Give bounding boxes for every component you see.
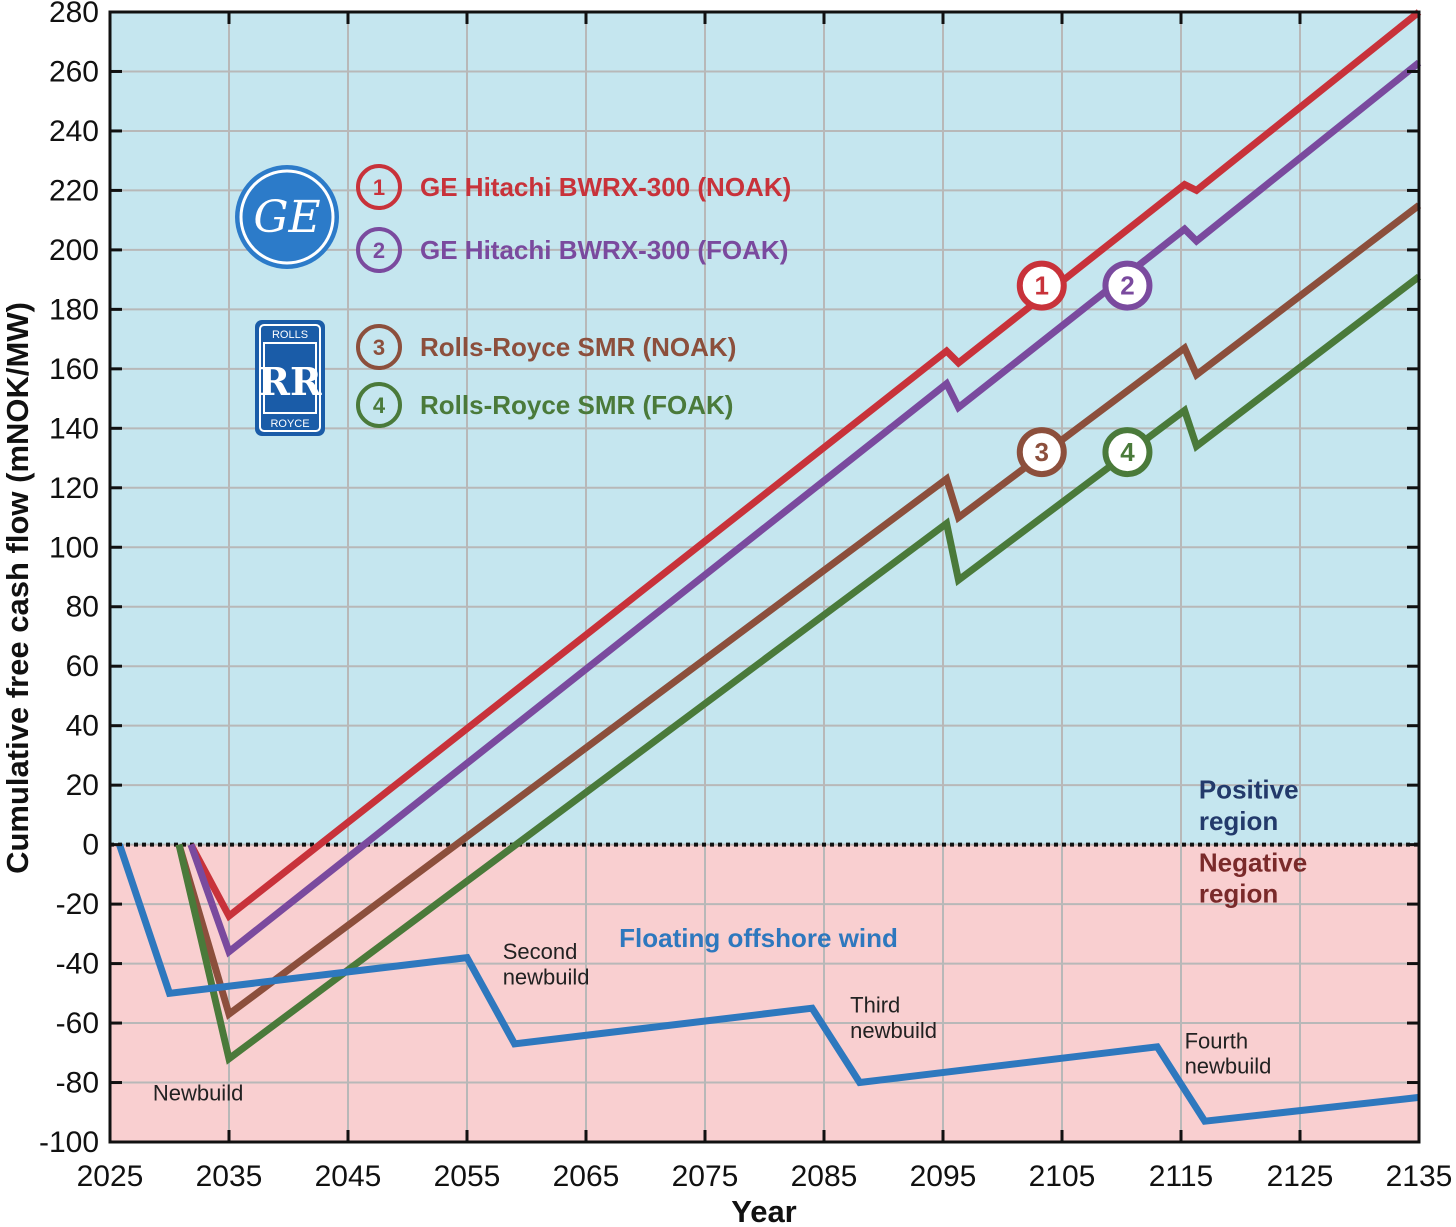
positive-region-label: Positive bbox=[1199, 775, 1299, 805]
y-tick-label: 20 bbox=[66, 769, 99, 802]
series-marker-2: 2 bbox=[1102, 260, 1153, 311]
series-line-2 bbox=[187, 59, 1422, 958]
y-tick-label: 120 bbox=[49, 472, 99, 505]
series-marker-3: 3 bbox=[1016, 427, 1067, 478]
series-line-1 bbox=[187, 9, 1422, 922]
y-tick-label: 140 bbox=[49, 412, 99, 445]
legend-circle bbox=[356, 324, 402, 370]
legend-label: Rolls-Royce SMR (FOAK) bbox=[420, 390, 733, 420]
rr-logo-inner bbox=[263, 342, 317, 414]
y-tick-label: 160 bbox=[49, 353, 99, 386]
annotation-text: newbuild bbox=[503, 964, 590, 989]
legend-number: 2 bbox=[373, 238, 385, 263]
legend-item-3: 3 Rolls-Royce SMR (NOAK) bbox=[356, 324, 736, 370]
series-line-wind bbox=[116, 843, 1420, 1125]
y-tick-label: -60 bbox=[56, 1007, 99, 1040]
negative-region bbox=[110, 844, 1419, 1142]
y-tick-label: 0 bbox=[82, 829, 99, 862]
plot-frame bbox=[108, 10, 1421, 1144]
legend-circle bbox=[356, 227, 402, 273]
x-tick-label: 2135 bbox=[1386, 1160, 1453, 1193]
axes bbox=[108, 10, 1421, 1144]
legend-item-1: 1 GE Hitachi BWRX-300 (NOAK) bbox=[356, 164, 791, 210]
annotation-text: Second bbox=[503, 939, 578, 964]
rr-logo-top: ROLLS bbox=[272, 329, 308, 341]
rolls-royce-logo: ROLLS RR ROYCE bbox=[255, 320, 325, 436]
legend-label: GE Hitachi BWRX-300 (FOAK) bbox=[420, 235, 788, 265]
annotation-text: Fourth bbox=[1185, 1028, 1249, 1053]
marker-number: 3 bbox=[1035, 437, 1049, 467]
y-tick-label: 280 bbox=[49, 0, 99, 29]
y-tick-label: 100 bbox=[49, 531, 99, 564]
series-line-3 bbox=[175, 202, 1422, 1020]
positive-region-label: region bbox=[1199, 806, 1278, 836]
y-axis-title: Cumulative free cash flow (mNOK/MW) bbox=[0, 302, 35, 874]
marker-number: 1 bbox=[1035, 271, 1049, 301]
x-tick-label: 2065 bbox=[553, 1160, 620, 1193]
annotation-text: newbuild bbox=[1185, 1054, 1272, 1079]
x-tick-label: 2025 bbox=[77, 1160, 144, 1193]
marker-circle bbox=[1016, 260, 1067, 311]
series-line-4 bbox=[175, 273, 1422, 1065]
marker-number: 4 bbox=[1120, 437, 1135, 467]
legend-circle bbox=[356, 382, 402, 428]
rr-logo-bottom: ROYCE bbox=[270, 418, 309, 430]
y-tick-label: 40 bbox=[66, 710, 99, 743]
y-tick-label: -40 bbox=[56, 948, 99, 981]
ge-logo-monogram: GE bbox=[253, 192, 320, 243]
y-tick-label: 200 bbox=[49, 234, 99, 267]
marker-circle bbox=[1102, 260, 1153, 311]
series-marker-1: 1 bbox=[1016, 260, 1067, 311]
ge-logo-disc bbox=[235, 165, 339, 269]
y-tick-label: 80 bbox=[66, 591, 99, 624]
annotation-text: Newbuild bbox=[153, 1080, 244, 1105]
x-tick-label: 2095 bbox=[910, 1160, 977, 1193]
negative-region-label: region bbox=[1199, 879, 1278, 909]
rr-logo-badge bbox=[255, 320, 325, 436]
annotation-text: Third bbox=[850, 993, 900, 1018]
rr-logo-border bbox=[259, 324, 321, 432]
y-tick-label: 260 bbox=[49, 55, 99, 88]
rr-logo-monogram: RR bbox=[258, 359, 322, 404]
legend-number: 4 bbox=[373, 393, 386, 418]
series-marker-4: 4 bbox=[1102, 427, 1153, 478]
tick-labels: 2025 2035 2045 2055 2065 2075 2085 2095 2105 2115… bbox=[39, 0, 1452, 1193]
legend-label: Rolls-Royce SMR (NOAK) bbox=[420, 332, 736, 362]
legend-circle bbox=[356, 164, 402, 210]
y-tick-label: -100 bbox=[39, 1126, 99, 1159]
x-tick-label: 2085 bbox=[791, 1160, 858, 1193]
ge-logo-ring bbox=[239, 169, 335, 265]
legend-item-4: 4 Rolls-Royce SMR (FOAK) bbox=[356, 382, 733, 428]
series-markers: 1 2 3 4 bbox=[1016, 260, 1153, 478]
marker-circle bbox=[1102, 427, 1153, 478]
x-tick-label: 2125 bbox=[1267, 1160, 1334, 1193]
negative-region-label: Negative bbox=[1199, 847, 1307, 877]
y-tick-label: 180 bbox=[49, 293, 99, 326]
x-tick-label: 2075 bbox=[672, 1160, 739, 1193]
series-layer bbox=[116, 9, 1422, 1125]
y-tick-label: -20 bbox=[56, 888, 99, 921]
marker-number: 2 bbox=[1120, 271, 1134, 301]
legend-item-2: 2 GE Hitachi BWRX-300 (FOAK) bbox=[356, 227, 788, 273]
x-tick-label: 2035 bbox=[196, 1160, 263, 1193]
y-tick-label: 240 bbox=[49, 115, 99, 148]
y-tick-label: 60 bbox=[66, 650, 99, 683]
legend-label: GE Hitachi BWRX-300 (NOAK) bbox=[420, 172, 791, 202]
y-tick-label: -80 bbox=[56, 1067, 99, 1100]
x-axis-title: Year bbox=[731, 1194, 797, 1227]
x-tick-label: 2105 bbox=[1029, 1160, 1096, 1193]
annotation-text: newbuild bbox=[850, 1018, 937, 1043]
x-tick-label: 2055 bbox=[434, 1160, 501, 1193]
wind-series-label: Floating offshore wind bbox=[619, 923, 898, 953]
ge-logo: GE bbox=[235, 165, 339, 269]
x-tick-label: 2045 bbox=[315, 1160, 382, 1193]
x-tick-label: 2115 bbox=[1149, 1160, 1214, 1193]
legend: 1 GE Hitachi BWRX-300 (NOAK) 2 GE Hitachi B… bbox=[235, 164, 791, 436]
legend-number: 3 bbox=[373, 335, 385, 360]
marker-circle bbox=[1016, 427, 1067, 478]
legend-number: 1 bbox=[373, 175, 385, 200]
y-tick-label: 220 bbox=[49, 174, 99, 207]
